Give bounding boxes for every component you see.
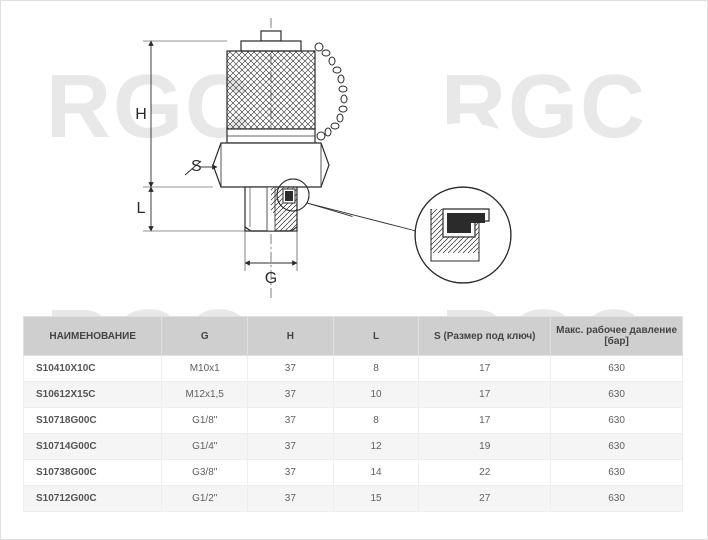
col-p: Макс. рабочее давление [бар]: [551, 317, 683, 356]
cell-s: 17: [419, 408, 551, 434]
cell-p: 630: [551, 408, 683, 434]
cell-l: 8: [333, 356, 419, 382]
cell-g: M10x1: [162, 356, 248, 382]
cell-p: 630: [551, 434, 683, 460]
col-h: H: [248, 317, 334, 356]
table-row: S10714G00CG1/4"371219630: [24, 434, 683, 460]
cell-p: 630: [551, 382, 683, 408]
cell-name: S10712G00C: [24, 486, 162, 512]
cell-h: 37: [248, 408, 334, 434]
cell-name: S10612X15C: [24, 382, 162, 408]
dim-label-h: H: [135, 106, 147, 123]
cell-h: 37: [248, 486, 334, 512]
cell-l: 8: [333, 408, 419, 434]
cell-h: 37: [248, 434, 334, 460]
cell-l: 10: [333, 382, 419, 408]
cell-name: S10718G00C: [24, 408, 162, 434]
cell-s: 17: [419, 356, 551, 382]
cell-p: 630: [551, 460, 683, 486]
cell-l: 12: [333, 434, 419, 460]
table-row: S10738G00CG3/8"371422630: [24, 460, 683, 486]
page: RGC RGC RGC RGC: [0, 0, 708, 540]
cell-s: 22: [419, 460, 551, 486]
col-g: G: [162, 317, 248, 356]
dim-label-g: G: [265, 270, 277, 287]
col-l: L: [333, 317, 419, 356]
cell-h: 37: [248, 460, 334, 486]
cell-s: 17: [419, 382, 551, 408]
spec-table: НАИМЕНОВАНИЕ G H L S (Размер под ключ) М…: [23, 316, 683, 512]
cell-p: 630: [551, 486, 683, 512]
cell-h: 37: [248, 356, 334, 382]
table-row: S10712G00CG1/2"371527630: [24, 486, 683, 512]
cell-l: 14: [333, 460, 419, 486]
table-row: S10410X10CM10x137817630: [24, 356, 683, 382]
cell-name: S10714G00C: [24, 434, 162, 460]
cell-g: G1/2": [162, 486, 248, 512]
dim-label-s: S: [191, 158, 202, 175]
col-name: НАИМЕНОВАНИЕ: [24, 317, 162, 356]
table-row: S10612X15CM12x1,5371017630: [24, 382, 683, 408]
cell-name: S10738G00C: [24, 460, 162, 486]
cell-p: 630: [551, 356, 683, 382]
col-s: S (Размер под ключ): [419, 317, 551, 356]
technical-diagram: H S L G: [23, 13, 683, 303]
cell-g: G1/4": [162, 434, 248, 460]
table-header-row: НАИМЕНОВАНИЕ G H L S (Размер под ключ) М…: [24, 317, 683, 356]
table-row: S10718G00CG1/8"37817630: [24, 408, 683, 434]
dim-label-l: L: [137, 200, 146, 217]
cell-g: G3/8": [162, 460, 248, 486]
cell-s: 27: [419, 486, 551, 512]
cell-g: M12x1,5: [162, 382, 248, 408]
cell-h: 37: [248, 382, 334, 408]
cell-s: 19: [419, 434, 551, 460]
cell-name: S10410X10C: [24, 356, 162, 382]
cell-g: G1/8": [162, 408, 248, 434]
cell-l: 15: [333, 486, 419, 512]
